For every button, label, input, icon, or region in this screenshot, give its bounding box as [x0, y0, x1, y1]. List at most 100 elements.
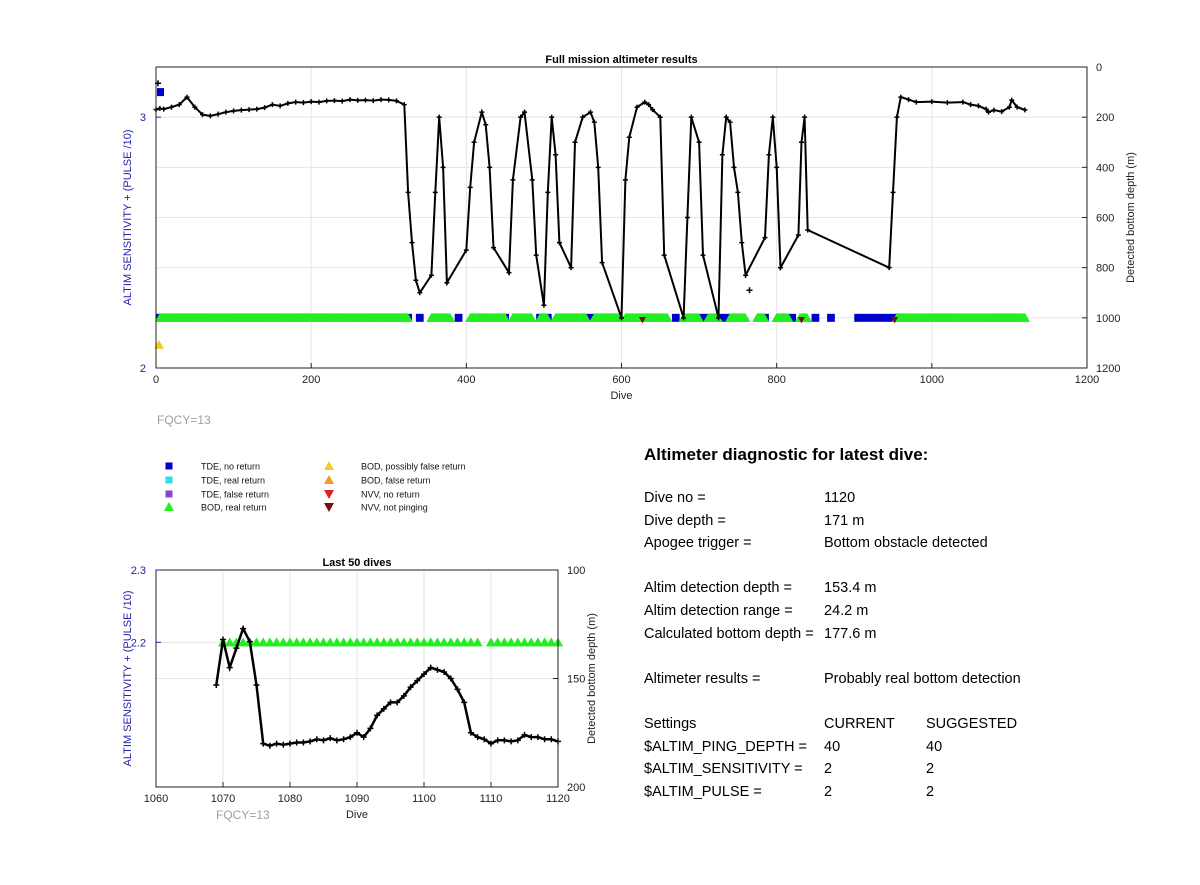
depth-point: [1006, 104, 1012, 110]
detection-range-label: Altim detection range =: [644, 602, 793, 619]
bod-real-return-mark: [783, 312, 794, 322]
nvv-not-pinging-mark: [638, 317, 646, 324]
depth-point: [488, 740, 494, 747]
depth-point: [280, 741, 287, 748]
depth-point: [1022, 107, 1028, 113]
depth-point: [374, 712, 381, 719]
depth-point: [580, 114, 586, 120]
y-right-tick-label: 1200: [1096, 363, 1120, 375]
bod-real-return-group: [426, 312, 456, 322]
depth-point: [386, 97, 392, 103]
bod-real-return-group: [535, 312, 553, 322]
bod-real-return-mark: [352, 637, 362, 647]
legend-label: BOD, false return: [361, 476, 431, 486]
bod-real-return-mark: [258, 637, 269, 647]
bod-real-return-mark: [539, 637, 550, 647]
depth-point: [890, 189, 896, 195]
depth-point: [413, 277, 419, 283]
depth-point: [213, 682, 220, 689]
bod-real-return-mark: [500, 312, 511, 322]
setting-suggested: 2: [926, 761, 935, 778]
bod-real-return-mark: [358, 637, 369, 647]
depth-point: [367, 725, 374, 732]
fqcy-label: FQCY=13: [157, 413, 211, 427]
legend-item: BOD, false return: [324, 475, 431, 486]
bod-real-return-mark: [472, 637, 483, 647]
depth-point: [657, 114, 663, 120]
suggested-header: SUGGESTED: [926, 715, 1018, 732]
depth-point: [428, 272, 434, 278]
depth-point: [463, 247, 469, 253]
bod-real-return-mark: [439, 637, 450, 647]
depth-point: [157, 105, 163, 111]
x-axis-label: Dive: [346, 809, 368, 821]
depth-point: [269, 102, 275, 108]
nvv-not-pinging-mark: [891, 317, 899, 324]
depth-point: [735, 189, 741, 195]
depth-point: [723, 114, 729, 120]
tde-no-return-mark: [157, 88, 164, 97]
bod-real-return-mark: [271, 637, 282, 647]
depth-point: [599, 260, 605, 266]
legend-item: NVV, not pinging: [324, 503, 428, 513]
depth-point: [354, 729, 360, 736]
depth-point: [739, 240, 745, 246]
depth-point: [355, 97, 361, 103]
bod-real-return-mark: [305, 637, 316, 647]
bod-real-return-mark: [325, 637, 336, 647]
bod-real-return-mark: [445, 312, 456, 322]
depth-point: [444, 280, 450, 286]
depth-point: [642, 99, 648, 105]
depth-point: [1009, 97, 1015, 103]
depth-point: [898, 94, 904, 100]
depth-point: [506, 270, 512, 276]
depth-point: [220, 636, 226, 643]
depth-point: [394, 699, 401, 706]
altimeter-results-value: Probably real bottom detection: [824, 670, 1021, 687]
detection-range-value: 24.2 m: [824, 602, 869, 619]
y-left-tick-label: 3: [140, 112, 146, 124]
tde-no-return-mark: [415, 313, 424, 322]
bod-real-return-mark: [338, 637, 349, 647]
depth-point: [991, 107, 997, 113]
legend-label: NVV, no return: [361, 490, 420, 500]
legend-item: NVV, no return: [324, 490, 420, 500]
depth-point: [347, 97, 353, 103]
depth-point: [999, 109, 1005, 115]
dive-depth-value: 171 m: [824, 512, 865, 529]
depth-point: [983, 106, 989, 112]
depth-point: [487, 164, 493, 170]
depth-point: [494, 737, 501, 744]
bod-real-return-mark: [345, 637, 356, 647]
bod-real-return-mark: [402, 312, 413, 322]
bod-real-return-mark: [693, 312, 704, 322]
depth-point: [447, 675, 454, 682]
depth-line: [215, 625, 559, 748]
depth-point: [510, 177, 516, 183]
depth-point: [805, 227, 811, 233]
setting-current: 2: [824, 783, 833, 800]
bod-real-return-group: [218, 637, 563, 647]
depth-point: [541, 736, 548, 743]
legend-label: TDE, no return: [201, 462, 260, 472]
y-right-tick-label: 200: [567, 782, 585, 794]
setting-suggested: 2: [926, 783, 935, 800]
depth-point: [681, 315, 687, 321]
depth-point: [285, 100, 291, 106]
depth-point: [944, 100, 950, 106]
bottom-depth-value: 177.6 m: [824, 625, 877, 642]
bod-real-return-mark: [405, 637, 416, 647]
depth-point: [541, 302, 547, 308]
bod-real-return-mark: [318, 637, 329, 647]
bod-real-return-mark: [412, 637, 423, 647]
setting-name: $ALTIM_PING_DEPTH =: [644, 738, 807, 755]
bod-real-return-mark: [740, 312, 751, 322]
bod-real-return-mark: [385, 637, 396, 647]
x-axis-label: Dive: [610, 390, 632, 402]
settings-row: $ALTIM_SENSITIVITY = 2 2: [644, 758, 1164, 781]
x-tick-label: 1200: [1075, 374, 1099, 386]
settings-row: $ALTIM_PING_DEPTH = 40 40: [644, 736, 1164, 759]
detection-depth-label: Altim detection depth =: [644, 580, 792, 597]
depth-point: [471, 139, 477, 145]
bod-real-return-mark: [291, 637, 302, 647]
